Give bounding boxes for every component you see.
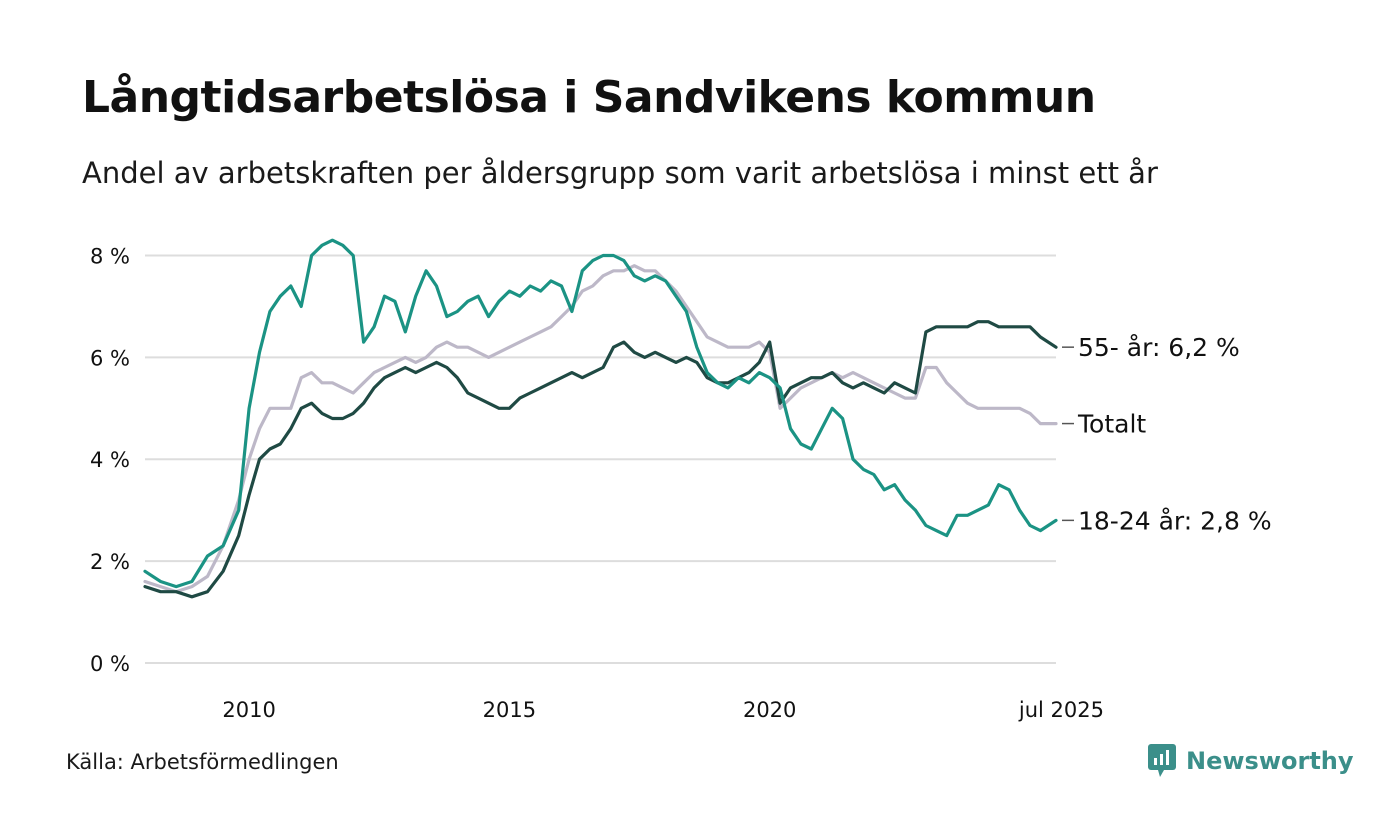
- series-lines: [143, 238, 1058, 599]
- y-tick-label: 6 %: [90, 346, 130, 370]
- series-line-s1824: [143, 238, 1058, 589]
- x-tick-label: 2015: [483, 698, 536, 722]
- newsworthy-logo: Newsworthy: [1148, 744, 1354, 778]
- y-tick-label: 0 %: [90, 652, 130, 676]
- series-line-totalt: [143, 264, 1058, 594]
- y-tick-label: 8 %: [90, 244, 130, 268]
- y-tick-label: 4 %: [90, 448, 130, 472]
- end-label-s1824: 18-24 år: 2,8 %: [1078, 506, 1272, 535]
- grid-lines: [145, 254, 1056, 664]
- chart-title: Långtidsarbetslösa i Sandvikens kommun: [82, 72, 1096, 123]
- brand-name: Newsworthy: [1186, 747, 1354, 775]
- y-axis-tick-labels: 0 % 2 % 4 % 6 % 8 %: [90, 244, 130, 676]
- chart-subtitle: Andel av arbetskraften per åldersgrupp s…: [82, 156, 1158, 190]
- source-note: Källa: Arbetsförmedlingen: [66, 750, 339, 774]
- series-line-s55: [143, 320, 1058, 599]
- x-tick-label: 2020: [743, 698, 796, 722]
- x-tick-label: jul 2025: [1018, 698, 1104, 722]
- y-tick-label: 2 %: [90, 550, 130, 574]
- newsworthy-logo-icon: [1148, 744, 1176, 777]
- x-axis-tick-labels: 2010 2015 2020 jul 2025: [222, 698, 1104, 722]
- line-chart: 0 % 2 % 4 % 6 % 8 % 2010 2015 2020 jul 2025 Tot…: [90, 238, 1272, 722]
- end-label-s55: 55- år: 6,2 %: [1078, 333, 1240, 362]
- series-end-labels: Totalt 55- år: 6,2 % 18-24 år: 2,8 %: [1062, 333, 1272, 535]
- end-label-totalt: Totalt: [1077, 410, 1146, 439]
- x-tick-label: 2010: [222, 698, 275, 722]
